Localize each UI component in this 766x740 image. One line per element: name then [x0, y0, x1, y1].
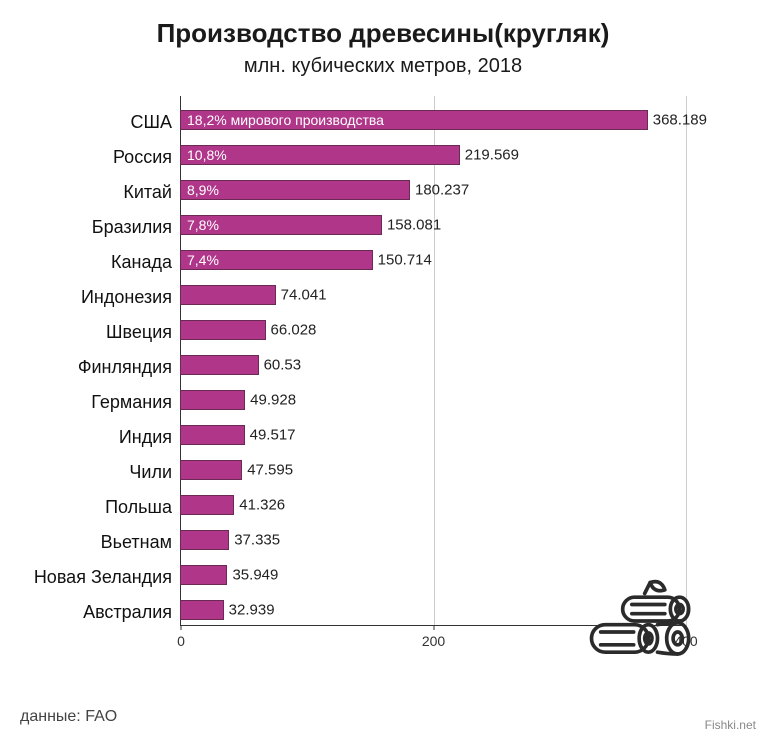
category-label: Австралия [83, 598, 172, 626]
watermark-label: Fishki.net [705, 718, 756, 732]
chart-title: Производство древесины(кругляк) [20, 18, 746, 49]
bar-inner-label: 8,9% [187, 182, 219, 198]
wood-logs-icon [586, 577, 696, 670]
source-label: данные: FAO [20, 708, 117, 726]
bar-row: Индия49.517 [180, 423, 686, 447]
bar-row: Германия49.928 [180, 388, 686, 412]
chart-subtitle: млн. кубических метров, 2018 [20, 55, 746, 78]
bar-value-label: 368.189 [653, 112, 707, 129]
bar: 18,2% мирового производства368.189 [180, 110, 648, 130]
chart-area: 0200400 США18,2% мирового производства36… [20, 96, 746, 656]
bar-inner-label: 7,4% [187, 252, 219, 268]
category-label: Финляндия [78, 353, 172, 381]
bar-value-label: 219.569 [465, 147, 519, 164]
bar: 35.949 [180, 565, 227, 585]
bar-value-label: 180.237 [415, 182, 469, 199]
bar: 8,9%180.237 [180, 180, 410, 200]
bar-inner-label: 10,8% [187, 147, 227, 163]
category-label: Россия [113, 143, 172, 171]
bar-value-label: 49.517 [250, 427, 296, 444]
bar-value-label: 32.939 [229, 602, 275, 619]
bar-value-label: 66.028 [271, 322, 317, 339]
grid-line [686, 96, 687, 625]
bar: 49.928 [180, 390, 245, 410]
bar-row: Китай8,9%180.237 [180, 178, 686, 202]
category-label: Индонезия [81, 283, 172, 311]
bar-row: Россия10,8%219.569 [180, 143, 686, 167]
bar-inner-label: 18,2% мирового производства [187, 112, 384, 128]
bar: 7,4%150.714 [180, 250, 373, 270]
bar: 10,8%219.569 [180, 145, 460, 165]
bar-row: Польша41.326 [180, 493, 686, 517]
bar-row: Бразилия7,8%158.081 [180, 213, 686, 237]
bar: 74.041 [180, 285, 276, 305]
bar-value-label: 35.949 [232, 567, 278, 584]
bar: 37.335 [180, 530, 229, 550]
bars-layer: США18,2% мирового производства368.189Рос… [180, 96, 686, 626]
category-label: Польша [105, 493, 172, 521]
bar-row: США18,2% мирового производства368.189 [180, 108, 686, 132]
bar-row: Индонезия74.041 [180, 283, 686, 307]
bar-value-label: 49.928 [250, 392, 296, 409]
bar-value-label: 74.041 [281, 287, 327, 304]
bar-value-label: 41.326 [239, 497, 285, 514]
bar-row: Канада7,4%150.714 [180, 248, 686, 272]
bar-value-label: 158.081 [387, 217, 441, 234]
bar: 7,8%158.081 [180, 215, 382, 235]
bar-value-label: 37.335 [234, 532, 280, 549]
bar: 41.326 [180, 495, 234, 515]
bar: 32.939 [180, 600, 224, 620]
bar-inner-label: 7,8% [187, 217, 219, 233]
category-label: Германия [91, 388, 172, 416]
bar-row: Чили47.595 [180, 458, 686, 482]
bar: 66.028 [180, 320, 266, 340]
category-label: Вьетнам [101, 528, 172, 556]
category-label: Индия [119, 423, 172, 451]
x-tick-label: 200 [422, 633, 445, 649]
bar: 47.595 [180, 460, 242, 480]
bar-row: Финляндия60.53 [180, 353, 686, 377]
bar-value-label: 150.714 [378, 252, 432, 269]
bar: 49.517 [180, 425, 245, 445]
chart-container: Производство древесины(кругляк) млн. куб… [0, 0, 766, 740]
category-label: Канада [111, 248, 172, 276]
bar-row: Вьетнам37.335 [180, 528, 686, 552]
x-tick-label: 0 [177, 633, 185, 649]
category-label: Чили [129, 458, 172, 486]
category-label: США [130, 108, 172, 136]
bar-row: Швеция66.028 [180, 318, 686, 342]
category-label: Китай [123, 178, 172, 206]
bar-value-label: 60.53 [264, 357, 302, 374]
bar: 60.53 [180, 355, 259, 375]
category-label: Швеция [106, 318, 172, 346]
category-label: Новая Зеландия [34, 563, 172, 591]
category-label: Бразилия [92, 213, 172, 241]
bar-value-label: 47.595 [247, 462, 293, 479]
